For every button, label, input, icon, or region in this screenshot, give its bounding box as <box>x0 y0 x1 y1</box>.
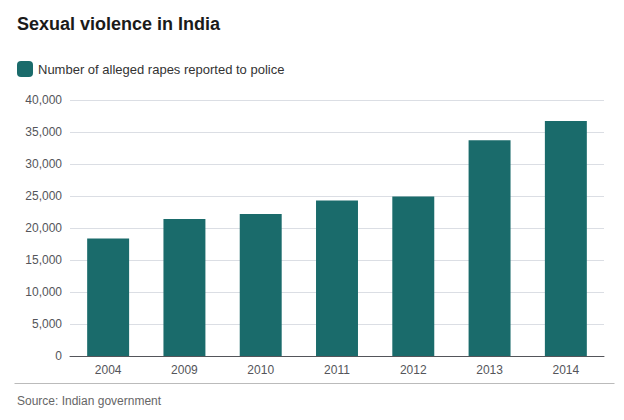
svg-text:20,000: 20,000 <box>25 221 62 235</box>
svg-text:10,000: 10,000 <box>25 285 62 299</box>
svg-text:40,000: 40,000 <box>25 93 62 107</box>
svg-text:2012: 2012 <box>400 363 427 377</box>
svg-text:0: 0 <box>55 349 62 363</box>
svg-text:Sexual violence in India: Sexual violence in India <box>17 14 221 34</box>
svg-text:2010: 2010 <box>247 363 274 377</box>
svg-text:2011: 2011 <box>324 363 350 377</box>
svg-text:30,000: 30,000 <box>25 157 62 171</box>
svg-text:15,000: 15,000 <box>25 253 62 267</box>
svg-text:2009: 2009 <box>171 363 198 377</box>
svg-text:Source: Indian government: Source: Indian government <box>17 394 162 408</box>
svg-text:25,000: 25,000 <box>25 189 62 203</box>
svg-text:Number of alleged rapes report: Number of alleged rapes reported to poli… <box>38 62 284 77</box>
svg-text:2013: 2013 <box>476 363 503 377</box>
svg-text:2004: 2004 <box>95 363 122 377</box>
svg-text:35,000: 35,000 <box>25 125 62 139</box>
svg-text:5,000: 5,000 <box>32 317 62 331</box>
svg-text:2014: 2014 <box>553 363 580 377</box>
